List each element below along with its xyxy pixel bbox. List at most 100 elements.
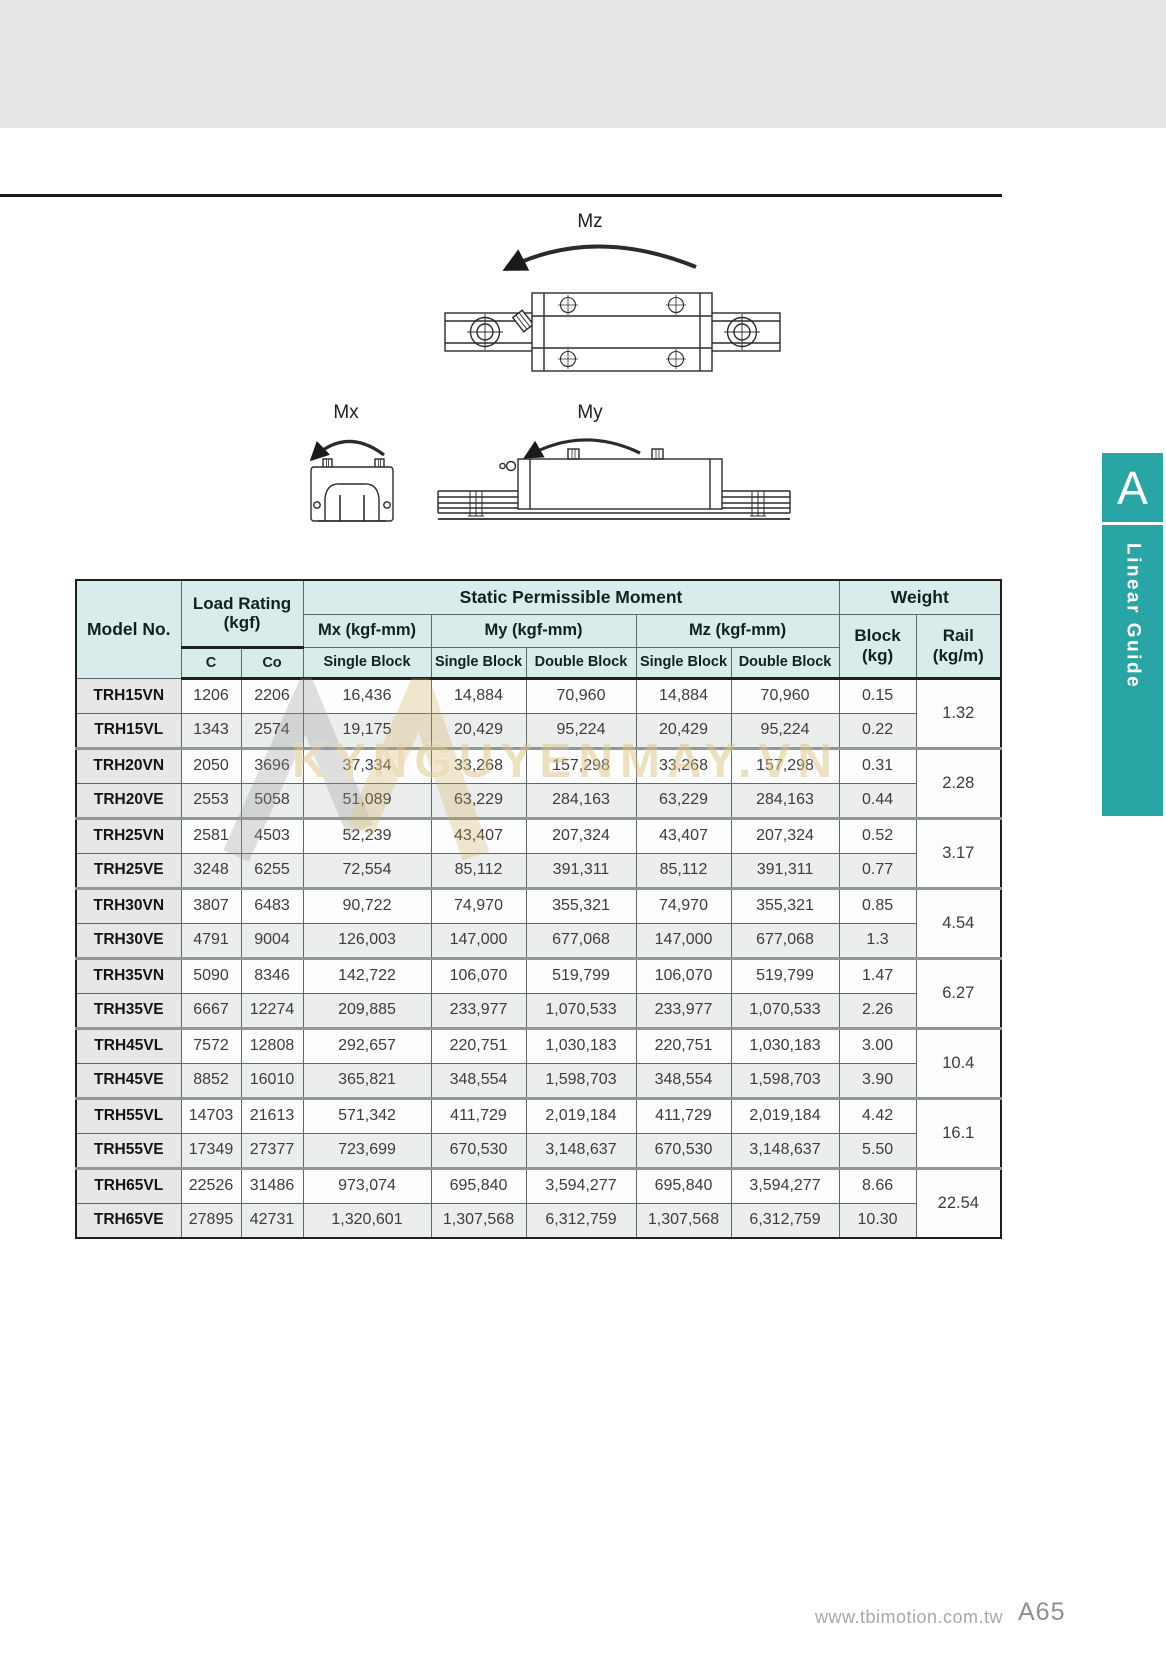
cell-rail-weight: 22.54: [915, 1167, 1002, 1239]
cell-rail-weight: 6.27: [915, 957, 1002, 1030]
cell-block-kg: 0.52: [838, 817, 917, 854]
cell-c: 2581: [180, 817, 242, 854]
cell-block-kg: 0.15: [838, 677, 917, 714]
cell-co: 8346: [240, 957, 304, 994]
header-mz-single: Single Block: [635, 646, 732, 680]
cell-mz-single-block: 233,977: [635, 992, 732, 1030]
cell-my-single-block: 63,229: [430, 782, 527, 820]
cell-mz-double-block: 95,224: [730, 712, 840, 750]
cell-mz-double-block: 1,070,533: [730, 992, 840, 1030]
spec-table: Model No. Load Rating (kgf) Static Permi…: [75, 579, 1003, 1239]
header-co: Co: [240, 646, 304, 680]
cell-my-double-block: 3,594,277: [525, 1167, 637, 1204]
cell-block-kg: 0.44: [838, 782, 917, 820]
grease-nipple-side: [499, 460, 517, 472]
cell-my-double-block: 207,324: [525, 817, 637, 854]
cell-rail-weight: 4.54: [915, 887, 1002, 960]
cell-mx-single-block: 292,657: [302, 1027, 432, 1064]
cell-my-double-block: 519,799: [525, 957, 637, 994]
moment-diagrams: Mz: [309, 211, 791, 522]
table-row: TRH35VN 5090 8346 142,722 106,070 519,799 106,…: [75, 957, 1002, 1030]
cell-my-single-block: 20,429: [430, 712, 527, 750]
table-row: TRH25VE 3248 6255 72,554 85,112 391,311 85,112…: [75, 852, 1001, 890]
cell-co: 27377: [240, 1132, 304, 1170]
cell-rail-weight: 10.4: [915, 1027, 1002, 1100]
table-row: TRH55VL 14703 21613 571,342 411,729 2,019,184…: [75, 1097, 1002, 1170]
cell-c: 1206: [180, 677, 242, 714]
cell-model: TRH20VN: [75, 747, 182, 784]
cell-c: 4791: [180, 922, 242, 960]
header-weight: Weight: [838, 579, 1002, 615]
cell-model: TRH25VE: [75, 852, 182, 890]
cell-mz-double-block: 6,312,759: [730, 1202, 840, 1239]
rail-bolt-left: [468, 491, 484, 517]
header-load-rating-line1: Load Rating: [192, 593, 292, 613]
cell-model: TRH45VL: [75, 1027, 182, 1064]
cell-my-double-block: 6,312,759: [525, 1202, 637, 1239]
cell-co: 2206: [240, 677, 304, 714]
cell-co: 12808: [240, 1027, 304, 1064]
cell-block-kg: 0.22: [838, 712, 917, 750]
cell-my-double-block: 391,311: [525, 852, 637, 890]
cell-block-kg: 10.30: [838, 1202, 917, 1239]
cell-mx-single-block: 571,342: [302, 1097, 432, 1134]
cell-co: 6483: [240, 887, 304, 924]
cell-mz-double-block: 70,960: [730, 677, 840, 714]
cell-mz-single-block: 33,268: [635, 747, 732, 784]
mz-moment-label: Mz: [577, 211, 602, 232]
cell-c: 2050: [180, 747, 242, 784]
header-mx-single: Single Block: [302, 646, 432, 680]
cell-block-kg: 2.26: [838, 992, 917, 1030]
table-row: TRH25VN 2581 4503 52,239 43,407 207,324 43,407…: [75, 817, 1002, 890]
cell-mx-single-block: 1,320,601: [302, 1202, 432, 1239]
cell-mx-single-block: 90,722: [302, 887, 432, 924]
cell-mx-single-block: 365,821: [302, 1062, 432, 1100]
cell-co: 3696: [240, 747, 304, 784]
cell-mz-single-block: 20,429: [635, 712, 732, 750]
cell-mz-double-block: 3,594,277: [730, 1167, 840, 1204]
cell-model: TRH45VE: [75, 1062, 182, 1100]
table-row: TRH20VE 2553 5058 51,089 63,229 284,163 63,229…: [75, 782, 1001, 820]
my-moment-label: My: [577, 402, 603, 423]
table-row: TRH20VN 2050 3696 37,334 33,268 157,298 33,268…: [75, 747, 1002, 820]
cell-mx-single-block: 142,722: [302, 957, 432, 994]
cell-mz-single-block: 411,729: [635, 1097, 732, 1134]
cell-co: 4503: [240, 817, 304, 854]
cell-my-single-block: 670,530: [430, 1132, 527, 1170]
mx-arrow-icon: [309, 439, 385, 462]
cell-mz-single-block: 670,530: [635, 1132, 732, 1170]
cell-block-kg: 0.85: [838, 887, 917, 924]
cell-my-single-block: 147,000: [430, 922, 527, 960]
cell-mz-double-block: 207,324: [730, 817, 840, 854]
cell-c: 7572: [180, 1027, 242, 1064]
cell-mz-double-block: 677,068: [730, 922, 840, 960]
cell-c: 3807: [180, 887, 242, 924]
cell-my-double-block: 355,321: [525, 887, 637, 924]
cell-model: TRH65VL: [75, 1167, 182, 1204]
header-mz: Mz (kgf-mm): [635, 613, 840, 648]
cell-mx-single-block: 37,334: [302, 747, 432, 784]
cell-my-single-block: 43,407: [430, 817, 527, 854]
cell-co: 2574: [240, 712, 304, 750]
cell-c: 8852: [180, 1062, 242, 1100]
cell-mx-single-block: 51,089: [302, 782, 432, 820]
cell-mx-single-block: 16,436: [302, 677, 432, 714]
header-load-rating: Load Rating (kgf): [180, 579, 304, 649]
table-row: TRH65VE 27895 42731 1,320,601 1,307,568 6,312…: [75, 1202, 1001, 1239]
cell-mz-single-block: 147,000: [635, 922, 732, 960]
header-c: C: [180, 646, 242, 680]
cell-mz-single-block: 695,840: [635, 1167, 732, 1204]
cell-c: 1343: [180, 712, 242, 750]
cell-model: TRH55VL: [75, 1097, 182, 1134]
table-row: TRH45VE 8852 16010 365,821 348,554 1,598,703 3…: [75, 1062, 1001, 1100]
my-arrow-icon: [523, 438, 641, 459]
header-mx: Mx (kgf-mm): [302, 613, 432, 648]
cell-mz-single-block: 14,884: [635, 677, 732, 714]
table-row: TRH65VL 22526 31486 973,074 695,840 3,594,277…: [75, 1167, 1002, 1239]
section-tab: Linear Guide: [1102, 525, 1163, 816]
table-row: TRH30VE 4791 9004 126,003 147,000 677,068 147,…: [75, 922, 1001, 960]
header-my-single: Single Block: [430, 646, 527, 680]
cell-mx-single-block: 973,074: [302, 1167, 432, 1204]
cell-c: 5090: [180, 957, 242, 994]
cell-my-single-block: 411,729: [430, 1097, 527, 1134]
